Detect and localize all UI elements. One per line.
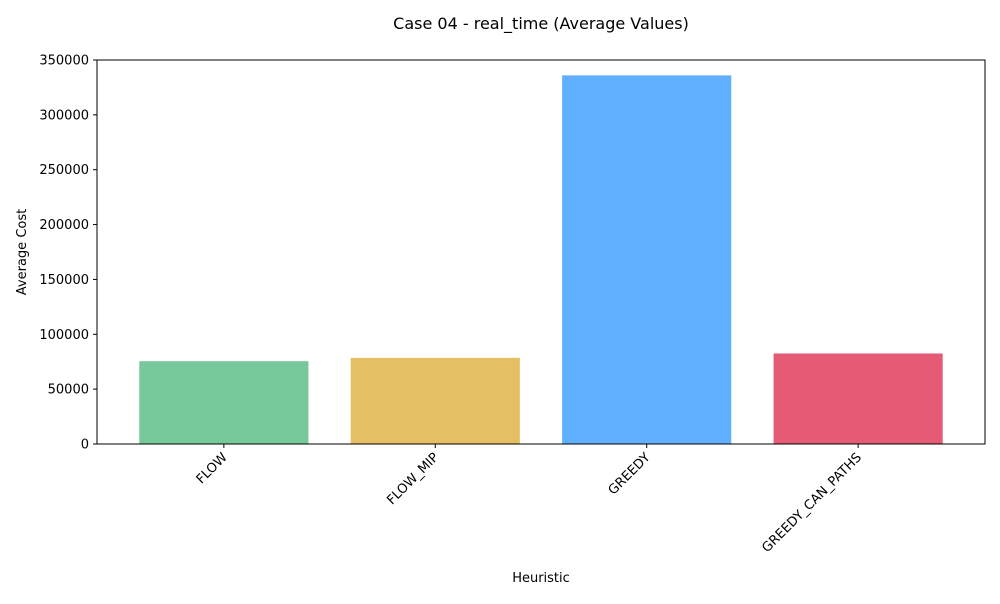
plot-frame <box>96 59 986 445</box>
x-tick-label: GREEDY_CAN_PATHS <box>759 450 865 556</box>
y-tick-label: 50000 <box>48 383 89 398</box>
bar-flow <box>139 361 309 444</box>
x-tick-label: GREEDY <box>606 450 654 498</box>
bars-layer <box>139 75 943 445</box>
y-tick-label: 100000 <box>39 328 89 343</box>
bar-greedy-can-paths <box>773 353 943 444</box>
bar-flow-mip <box>350 357 520 444</box>
y-tick-label: 350000 <box>39 54 89 69</box>
y-axis-label: Average Cost <box>15 209 30 295</box>
chart-title: Case 04 - real_time (Average Values) <box>393 14 689 34</box>
y-tick-label: 300000 <box>39 108 89 123</box>
x-axis-label: Heuristic <box>512 571 570 586</box>
y-tick-label: 250000 <box>39 163 89 178</box>
y-tick-label: 200000 <box>39 218 89 233</box>
bar-greedy <box>562 75 732 445</box>
y-tick-label: 150000 <box>39 273 89 288</box>
x-tick-label: FLOW_MIP <box>384 450 442 508</box>
axes-layer: 0 50000 100000 150000 200000 250000 300000 3500… <box>39 54 986 556</box>
y-tick-label: 0 <box>81 438 89 453</box>
x-tick-label: FLOW <box>194 450 231 487</box>
